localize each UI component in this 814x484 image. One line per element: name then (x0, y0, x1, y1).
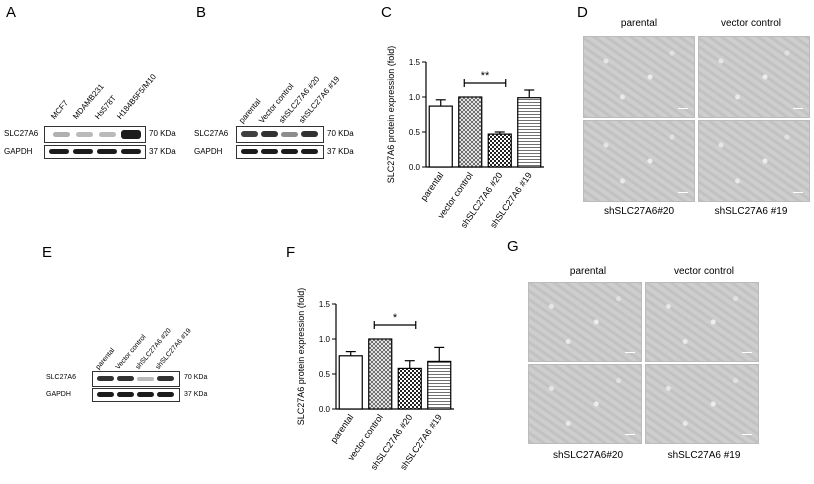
blot-band (121, 149, 141, 154)
row-label-gapdh: GAPDH (46, 391, 71, 398)
blot-band (281, 132, 298, 137)
blot-strip-gapdh (92, 388, 180, 402)
row-label-slc27a6: SLC27A6 (4, 129, 39, 138)
blot-band (99, 132, 116, 137)
micrograph-label: shSLC27A6#20 (552, 450, 624, 461)
y-tick-label: 0.5 (319, 370, 331, 379)
kda-label: 37 KDa (327, 147, 354, 156)
blot-band (53, 132, 70, 137)
panel-letter-f: F (286, 244, 296, 261)
blot-band (137, 377, 154, 381)
panel-letter-d: D (577, 4, 588, 21)
y-tick-label: 1.0 (319, 335, 331, 344)
micrograph-image (528, 364, 642, 444)
blot-strip-gapdh (236, 145, 324, 159)
panel-f-bar-chart: 0.0 0.5 1.0 1.5 SLC27A6 protein expression (… (296, 288, 454, 472)
blot-band (261, 131, 278, 137)
significance-marker: * (393, 312, 398, 324)
blot-strip-slc27a6 (92, 371, 180, 387)
panel-letter-g: G (507, 238, 519, 255)
panel-letter-b: B (196, 4, 207, 21)
bar (487, 133, 512, 168)
blot-band (281, 149, 298, 154)
kda-label: 70 KDa (149, 129, 176, 138)
kda-label: 37 KDa (149, 147, 176, 156)
blot-band (241, 149, 258, 154)
blot-band (117, 392, 134, 397)
micrograph-image (528, 282, 642, 362)
blot-band (97, 392, 114, 397)
panel-letter-e: E (42, 244, 53, 261)
micrograph-label: shSLC27A6 #19 (714, 206, 788, 217)
y-axis-label: SLC27A6 protein expression (fold) (296, 288, 306, 426)
bar (368, 338, 393, 410)
y-tick-label: 1.0 (409, 93, 421, 102)
y-axis-label: SLC27A6 protein expression (fold) (386, 46, 396, 184)
micrograph-label: shSLC27A6#20 (603, 206, 675, 217)
blot-band (73, 149, 93, 154)
blot-strip-slc27a6 (236, 126, 324, 143)
kda-label: 70 KDa (327, 129, 354, 138)
y-tick-label: 0.5 (409, 128, 421, 137)
row-label-gapdh: GAPDH (4, 147, 33, 156)
y-tick-label: 0.0 (409, 163, 421, 172)
micrograph-image (645, 282, 759, 362)
y-tick-label: 1.5 (409, 58, 421, 67)
lane-label: H184B5F5/M10 (115, 72, 159, 121)
significance-marker: ** (481, 70, 490, 82)
bar (397, 367, 422, 410)
bar (458, 96, 483, 168)
category-label: parental (419, 170, 446, 202)
bar (338, 355, 363, 410)
kda-label: 37 KDa (184, 391, 208, 398)
blot-band (117, 376, 134, 381)
blot-band (76, 132, 93, 137)
blot-band (157, 376, 174, 381)
blot-strip-gapdh (44, 145, 146, 159)
y-tick-label: 0.0 (319, 405, 331, 414)
category-label: parental (329, 412, 356, 444)
micrograph-label: parental (569, 266, 607, 277)
blot-band (97, 149, 117, 154)
panel-c-bar-chart: 0.0 0.5 1.0 1.5 SLC27A6 protein expression (… (386, 46, 544, 230)
micrograph-image (698, 36, 810, 118)
micrograph-label: shSLC27A6 #19 (667, 450, 741, 461)
lane-label: MCF7 (49, 98, 71, 121)
blot-band (157, 392, 174, 397)
blot-band (301, 149, 318, 154)
micrograph-label: vector control (673, 266, 735, 277)
blot-band (241, 131, 258, 137)
blot-strip-slc27a6 (44, 126, 146, 143)
blot-band (121, 130, 141, 139)
micrograph-label: parental (620, 18, 658, 29)
bar (427, 360, 452, 410)
row-label-slc27a6: SLC27A6 (46, 374, 76, 381)
bar (517, 97, 542, 168)
blot-band (49, 149, 69, 154)
micrograph-image (698, 120, 810, 202)
lane-label: parental (94, 347, 117, 371)
blot-band (301, 131, 318, 137)
micrograph-image (645, 364, 759, 444)
panel-letter-a: A (6, 4, 17, 21)
blot-band (137, 392, 154, 397)
row-label-slc27a6: SLC27A6 (194, 129, 229, 138)
blot-band (97, 376, 114, 381)
bar (428, 105, 453, 168)
y-tick-label: 1.5 (319, 300, 331, 309)
micrograph-image (583, 36, 695, 118)
kda-label: 70 KDa (184, 374, 208, 381)
blot-band (261, 149, 278, 154)
micrograph-image (583, 120, 695, 202)
panel-letter-c: C (381, 4, 392, 21)
micrograph-label: vector control (720, 18, 782, 29)
row-label-gapdh: GAPDH (194, 147, 223, 156)
